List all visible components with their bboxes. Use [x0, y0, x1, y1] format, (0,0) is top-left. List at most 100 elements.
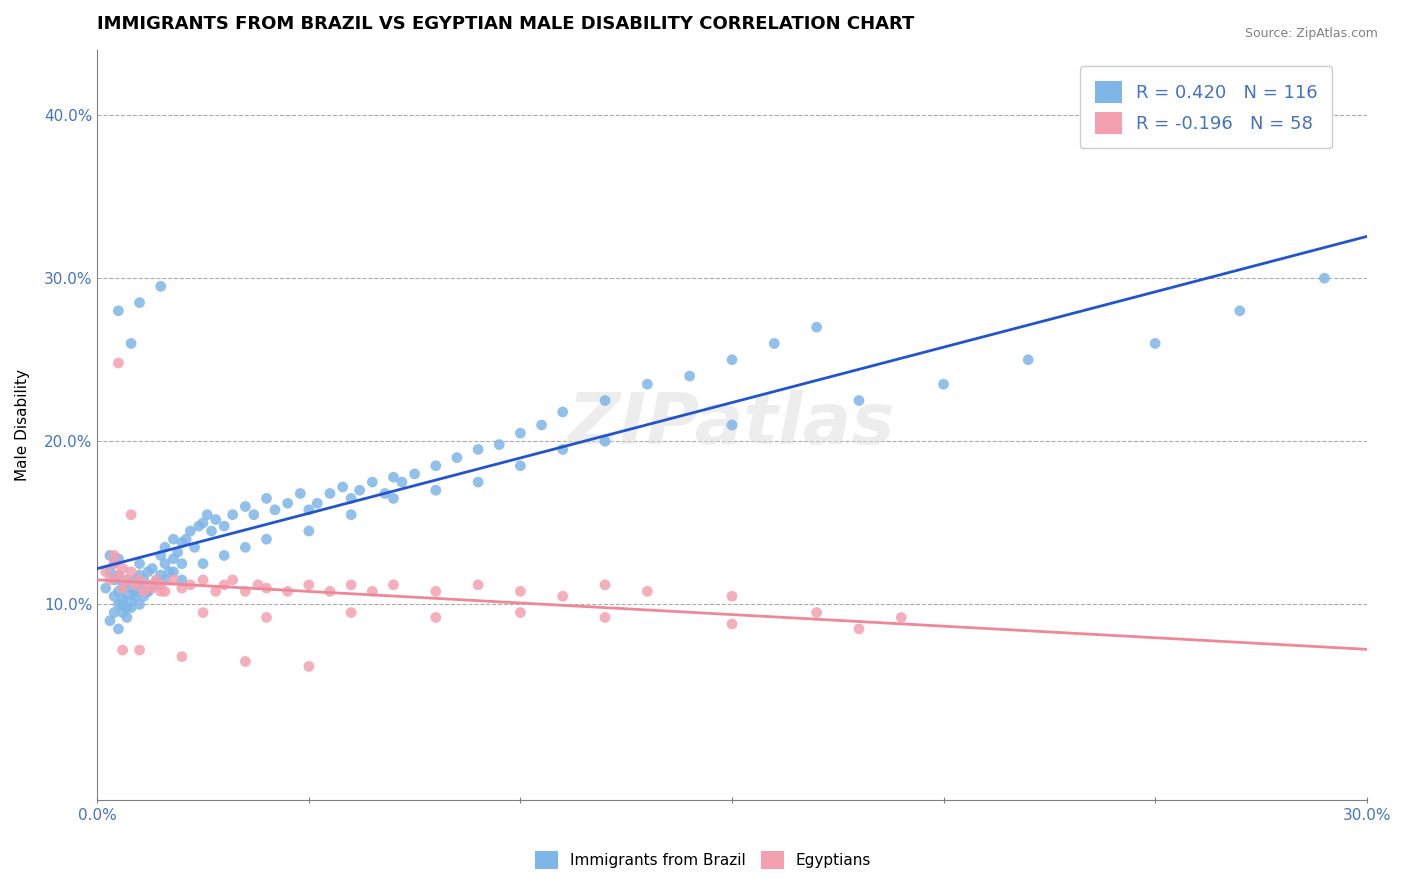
Point — [340, 508, 363, 522]
Point — [94, 581, 117, 595]
Point — [425, 584, 447, 599]
Point — [145, 573, 167, 587]
Point — [721, 589, 744, 603]
Point — [446, 450, 468, 465]
Point — [191, 516, 214, 530]
Point — [120, 565, 142, 579]
Point — [806, 606, 828, 620]
Point — [111, 606, 134, 620]
Legend: Immigrants from Brazil, Egyptians: Immigrants from Brazil, Egyptians — [529, 845, 877, 875]
Point — [111, 561, 134, 575]
Point — [340, 491, 363, 506]
Point — [141, 561, 163, 575]
Point — [340, 606, 363, 620]
Point — [149, 549, 172, 563]
Point — [115, 588, 138, 602]
Point — [1017, 352, 1039, 367]
Point — [103, 589, 125, 603]
Point — [256, 610, 278, 624]
Point — [128, 568, 150, 582]
Point — [307, 496, 329, 510]
Point — [107, 303, 129, 318]
Point — [298, 503, 321, 517]
Point — [103, 557, 125, 571]
Point — [145, 573, 167, 587]
Point — [221, 508, 243, 522]
Point — [298, 659, 321, 673]
Point — [107, 568, 129, 582]
Point — [191, 557, 214, 571]
Point — [162, 573, 184, 587]
Point — [361, 475, 384, 489]
Point — [149, 584, 172, 599]
Point — [170, 573, 193, 587]
Point — [235, 655, 257, 669]
Point — [107, 356, 129, 370]
Point — [107, 598, 129, 612]
Point — [120, 336, 142, 351]
Point — [195, 508, 218, 522]
Point — [98, 549, 121, 563]
Point — [593, 610, 616, 624]
Point — [404, 467, 426, 481]
Point — [636, 377, 658, 392]
Point — [890, 610, 912, 624]
Point — [174, 532, 197, 546]
Point — [191, 573, 214, 587]
Point — [530, 417, 553, 432]
Point — [551, 589, 574, 603]
Point — [166, 545, 188, 559]
Point — [1144, 336, 1167, 351]
Point — [763, 336, 786, 351]
Point — [124, 573, 146, 587]
Point — [382, 578, 405, 592]
Point — [277, 496, 299, 510]
Point — [806, 320, 828, 334]
Point — [509, 584, 531, 599]
Point — [467, 578, 489, 592]
Point — [107, 568, 129, 582]
Text: Source: ZipAtlas.com: Source: ZipAtlas.com — [1244, 27, 1378, 40]
Point — [256, 491, 278, 506]
Point — [721, 417, 744, 432]
Point — [235, 584, 257, 599]
Point — [298, 578, 321, 592]
Point — [111, 578, 134, 592]
Point — [425, 458, 447, 473]
Point — [179, 524, 201, 538]
Point — [124, 578, 146, 592]
Point — [124, 584, 146, 599]
Point — [932, 377, 955, 392]
Point — [679, 369, 702, 384]
Point — [183, 541, 205, 555]
Point — [115, 573, 138, 587]
Point — [136, 565, 159, 579]
Point — [488, 437, 510, 451]
Text: ZIPatlas: ZIPatlas — [568, 391, 896, 459]
Point — [374, 486, 396, 500]
Point — [132, 584, 155, 599]
Point — [256, 581, 278, 595]
Point — [149, 279, 172, 293]
Point — [332, 480, 354, 494]
Point — [115, 610, 138, 624]
Point — [382, 470, 405, 484]
Point — [290, 486, 312, 500]
Point — [103, 573, 125, 587]
Point — [1313, 271, 1336, 285]
Point — [509, 458, 531, 473]
Point — [98, 565, 121, 579]
Point — [204, 513, 226, 527]
Point — [124, 589, 146, 603]
Point — [179, 578, 201, 592]
Point — [361, 584, 384, 599]
Point — [467, 442, 489, 457]
Point — [149, 578, 172, 592]
Point — [467, 475, 489, 489]
Point — [848, 622, 870, 636]
Point — [551, 442, 574, 457]
Point — [298, 524, 321, 538]
Point — [593, 578, 616, 592]
Point — [221, 573, 243, 587]
Point — [593, 393, 616, 408]
